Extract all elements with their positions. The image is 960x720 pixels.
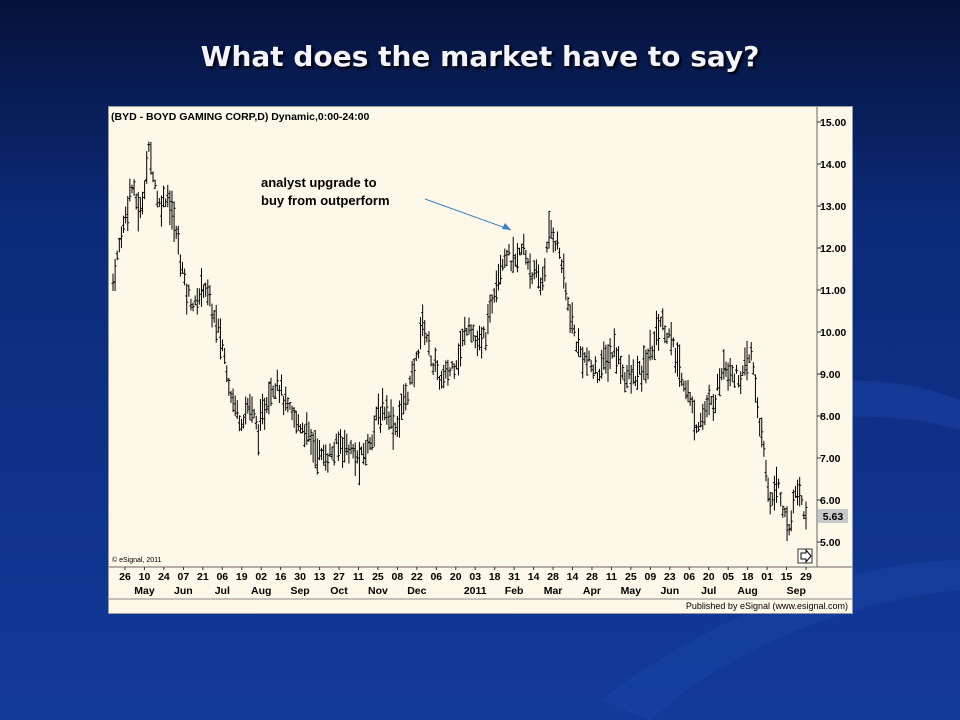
x-tick-label: 28 [547,571,559,583]
x-tick-label: 19 [236,571,248,583]
x-tick-label: 20 [450,571,462,583]
x-month-label: Sep [787,585,806,597]
x-month-label: Aug [251,585,271,597]
annotation-line-2: buy from outperform [261,193,390,208]
x-tick-label: 15 [781,571,793,583]
price-bars [111,141,808,542]
x-month-label: Dec [407,585,426,597]
x-tick-label: 31 [508,571,520,583]
x-tick-label: 25 [372,571,384,583]
y-tick-label: 13.00 [820,201,846,213]
x-tick-label: 18 [742,571,754,583]
x-tick-label: 09 [644,571,656,583]
x-month-label: Jun [174,585,193,597]
x-tick-label: 29 [800,571,812,583]
x-tick-label: 03 [469,571,481,583]
x-tick-label: 24 [158,571,170,583]
x-month-label: Aug [737,585,757,597]
x-tick-label: 27 [333,571,345,583]
footer-label: Published by eSignal (www.esignal.com) [686,601,848,611]
x-tick-label: 02 [255,571,267,583]
x-axis: 26 10 24 07 21 06 19 02 16 30 13 27 11 25 08 22 06 20 03 18… [119,567,812,597]
x-tick-label: 30 [294,571,306,583]
x-month-label: Sep [290,585,309,597]
x-tick-label: 06 [683,571,695,583]
last-price-box: 5.63 [818,509,848,523]
y-tick-label: 15.00 [820,117,846,129]
x-tick-label: 26 [119,571,131,583]
x-month-label: Feb [505,585,524,597]
x-month-label: 2011 [464,585,487,597]
x-tick-label: 05 [722,571,734,583]
scroll-arrow-icon[interactable] [797,548,813,564]
x-tick-label: 06 [216,571,228,583]
x-tick-label: 13 [314,571,326,583]
x-month-label: May [134,585,155,597]
annotation: analyst upgrade to buy from outperform [261,175,512,231]
y-tick-label: 10.00 [820,327,846,339]
y-tick-label: 14.00 [820,159,846,171]
y-tick-label: 9.00 [820,369,841,381]
x-month-label: May [621,585,642,597]
y-tick-label: 6.00 [820,495,841,507]
x-tick-label: 07 [178,571,190,583]
x-tick-label: 21 [197,571,209,583]
y-axis: 15.00 14.00 13.00 12.00 11.00 10.00 9.00 8.00 7.… [817,117,846,549]
x-tick-label: 22 [411,571,423,583]
x-tick-label: 14 [528,571,540,583]
x-tick-label: 06 [430,571,442,583]
annotation-arrow [424,198,512,231]
y-tick-label: 7.00 [820,453,841,465]
chart-title: (BYD - BOYD GAMING CORP,D) Dynamic,0:00-… [111,111,369,123]
x-month-label: Oct [330,585,348,597]
x-tick-label: 11 [606,571,617,583]
x-month-label: Nov [368,585,388,597]
stock-chart: (BYD - BOYD GAMING CORP,D) Dynamic,0:00-… [108,106,853,614]
annotation-arrowhead [502,223,511,230]
y-tick-label: 8.00 [820,411,841,423]
x-month-label: Jun [660,585,679,597]
y-tick-label: 11.00 [820,285,846,297]
x-tick-label: 10 [139,571,151,583]
y-tick-label: 12.00 [820,243,846,255]
price-chart-svg: (BYD - BOYD GAMING CORP,D) Dynamic,0:00-… [109,107,852,611]
slide-title: What does the market have to say? [200,40,760,73]
x-month-label: Jul [215,585,230,597]
x-tick-label: 20 [703,571,715,583]
x-month-label: Apr [583,585,601,597]
x-tick-label: 23 [664,571,676,583]
x-month-label: Jul [701,585,716,597]
x-tick-label: 16 [275,571,287,583]
x-tick-label: 11 [353,571,364,583]
x-tick-label: 08 [392,571,404,583]
x-tick-label: 18 [489,571,501,583]
x-tick-label: 25 [625,571,637,583]
x-tick-label: 28 [586,571,598,583]
x-tick-label: 01 [761,571,773,583]
annotation-line-1: analyst upgrade to [261,175,377,190]
x-tick-label: 14 [567,571,579,583]
x-month-label: Mar [544,585,563,597]
last-price-label: 5.63 [823,511,844,523]
y-tick-label: 5.00 [820,537,841,549]
copyright-label: © eSignal, 2011 [112,556,162,564]
